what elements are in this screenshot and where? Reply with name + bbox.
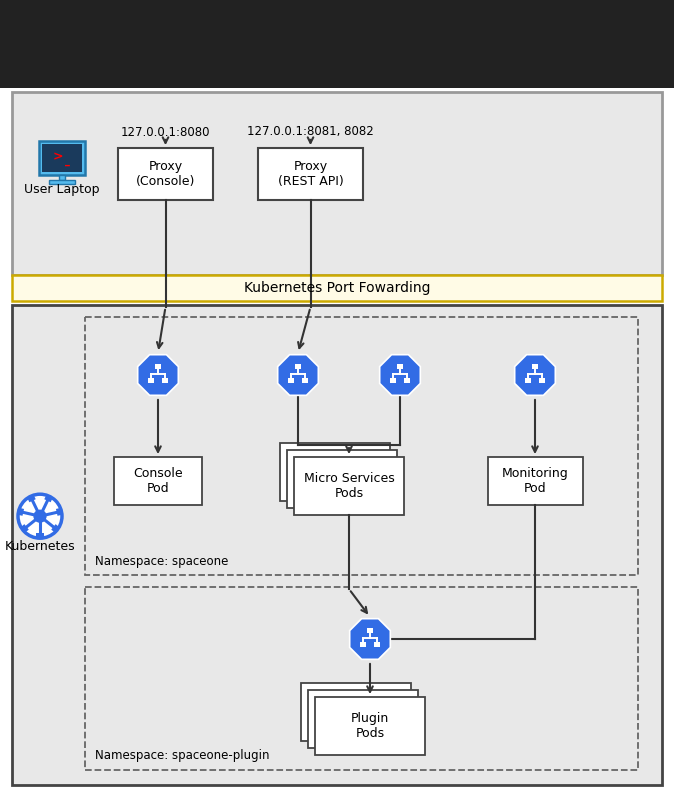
Text: Namespace: spaceone-plugin: Namespace: spaceone-plugin: [95, 750, 270, 762]
Text: 127.0.0.1:8080: 127.0.0.1:8080: [121, 126, 210, 138]
Bar: [49, 180, 75, 184]
Bar: [51, 524, 59, 533]
Bar: [56, 508, 62, 516]
Bar: [295, 364, 301, 369]
Bar: [524, 378, 531, 383]
Text: >: >: [53, 150, 63, 164]
Bar: [118, 148, 213, 200]
Bar: [302, 378, 308, 383]
Bar: [12, 275, 662, 301]
Text: Plugin
Pods: Plugin Pods: [351, 712, 389, 740]
Bar: [360, 642, 366, 647]
Bar: [155, 364, 161, 369]
Bar: [12, 92, 662, 275]
Text: Kubernetes Port Fowarding: Kubernetes Port Fowarding: [244, 281, 430, 295]
Text: Console
Pod: Console Pod: [133, 467, 183, 495]
Bar: [532, 364, 539, 369]
Bar: [315, 697, 425, 755]
Bar: [390, 378, 396, 383]
Bar: [148, 378, 154, 383]
Polygon shape: [379, 355, 421, 395]
Bar: [280, 443, 390, 501]
Text: 127.0.0.1:8081, 8082: 127.0.0.1:8081, 8082: [247, 126, 374, 138]
Polygon shape: [350, 619, 390, 659]
Bar: [308, 690, 418, 748]
Text: Monitoring
Pod: Monitoring Pod: [501, 467, 568, 495]
Bar: [367, 628, 373, 633]
Bar: [374, 642, 380, 647]
Bar: [487, 457, 582, 505]
Bar: [294, 457, 404, 515]
Bar: [288, 378, 295, 383]
Bar: [162, 378, 168, 383]
Bar: [59, 175, 65, 180]
Bar: [39, 141, 85, 175]
Bar: [539, 378, 545, 383]
Bar: [0, 0, 674, 88]
Text: Kubernetes: Kubernetes: [5, 540, 75, 553]
Polygon shape: [278, 355, 318, 395]
Bar: [85, 317, 638, 575]
Circle shape: [34, 510, 47, 523]
Bar: [114, 457, 202, 505]
Text: _: _: [65, 156, 69, 166]
Bar: [301, 683, 411, 741]
Bar: [36, 533, 44, 537]
Bar: [404, 378, 410, 383]
Bar: [28, 495, 36, 502]
Text: Namespace: spaceone: Namespace: spaceone: [95, 554, 228, 568]
Text: Proxy
(Console): Proxy (Console): [136, 160, 195, 188]
Polygon shape: [137, 355, 179, 395]
Bar: [44, 495, 53, 502]
Bar: [397, 364, 403, 369]
Text: Micro Services
Pods: Micro Services Pods: [303, 472, 394, 500]
Bar: [42, 144, 82, 172]
Bar: [21, 524, 29, 533]
Text: Proxy
(REST API): Proxy (REST API): [278, 160, 343, 188]
Text: User Laptop: User Laptop: [24, 184, 100, 196]
Bar: [85, 587, 638, 770]
Bar: [18, 508, 24, 516]
Polygon shape: [515, 355, 555, 395]
Bar: [287, 450, 397, 508]
Bar: [12, 305, 662, 785]
Circle shape: [18, 494, 62, 538]
Bar: [258, 148, 363, 200]
